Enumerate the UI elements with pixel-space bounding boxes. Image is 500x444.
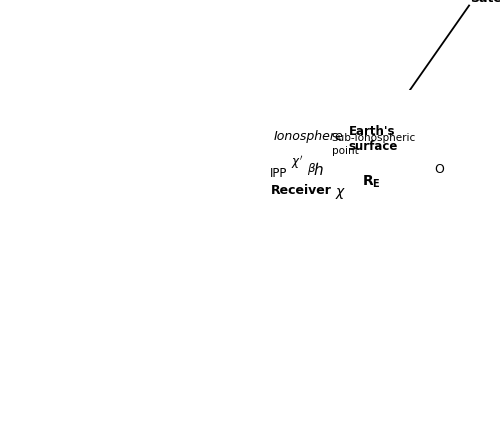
Text: $\mathbf{R_E}$: $\mathbf{R_E}$ — [362, 173, 381, 190]
Text: Earth's
surface: Earth's surface — [348, 125, 398, 153]
Text: IPP: IPP — [270, 166, 287, 180]
Text: Sub-ionospheric
point: Sub-ionospheric point — [332, 133, 416, 155]
Text: $\chi'$: $\chi'$ — [291, 153, 304, 170]
Text: $\chi$: $\chi$ — [336, 186, 346, 201]
Text: $h$: $h$ — [314, 162, 324, 178]
Text: Receiver: Receiver — [271, 184, 332, 198]
Text: O: O — [434, 163, 444, 176]
Text: Ionosphere: Ionosphere — [274, 131, 344, 143]
Text: Satellite: Satellite — [470, 0, 500, 5]
Text: $\beta'$: $\beta'$ — [306, 160, 319, 178]
